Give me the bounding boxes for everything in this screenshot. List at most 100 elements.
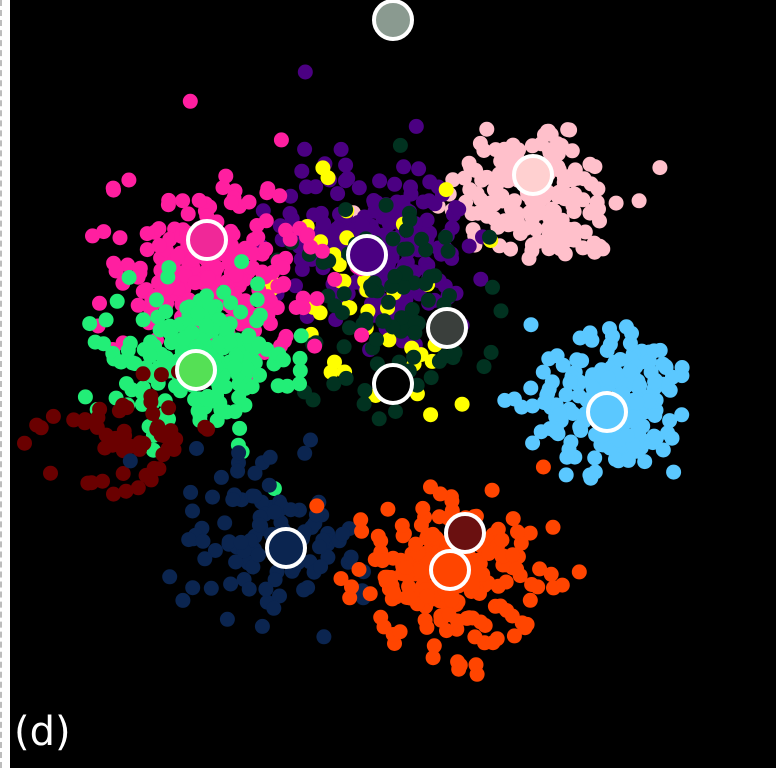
- point-purple: [408, 118, 424, 134]
- point-maroon: [145, 406, 161, 422]
- centroid-purple: [346, 234, 388, 276]
- point-orange: [398, 560, 414, 575]
- point-green: [223, 295, 239, 311]
- point-lightblue: [525, 398, 540, 414]
- point-lightblue: [612, 352, 628, 367]
- point-magenta: [314, 243, 330, 259]
- point-magenta: [278, 222, 294, 238]
- point-lightblue: [637, 454, 653, 470]
- point-green: [292, 363, 308, 379]
- point-navy: [228, 554, 244, 570]
- point-green: [239, 361, 255, 377]
- point-orange: [546, 580, 561, 596]
- point-green: [250, 276, 266, 292]
- point-purple: [316, 215, 332, 231]
- point-magenta: [295, 300, 311, 316]
- point-magenta: [262, 316, 278, 332]
- point-lightblue: [587, 450, 603, 466]
- point-darkgreen: [355, 316, 371, 332]
- point-darkgreen: [338, 202, 354, 218]
- point-magenta: [300, 227, 316, 243]
- point-pink: [486, 196, 502, 212]
- point-orange: [506, 628, 522, 644]
- point-magenta: [160, 197, 176, 213]
- point-magenta: [92, 295, 107, 311]
- point-navy: [258, 581, 274, 597]
- point-darkgreen: [336, 286, 352, 302]
- point-darkgreen: [326, 376, 342, 392]
- point-lightblue: [523, 317, 539, 333]
- point-maroon: [150, 419, 166, 435]
- point-darkgreen: [369, 332, 384, 348]
- point-navy: [197, 551, 213, 567]
- point-green: [142, 348, 158, 364]
- point-pink: [567, 162, 583, 178]
- point-magenta: [218, 168, 234, 184]
- point-pink: [500, 167, 516, 183]
- point-lightblue: [648, 430, 664, 445]
- point-magenta: [258, 241, 274, 257]
- point-orange: [408, 536, 424, 552]
- point-orange: [415, 500, 431, 516]
- point-lightblue: [600, 370, 616, 386]
- point-navy: [245, 559, 261, 575]
- point-maroon: [118, 483, 134, 499]
- point-magenta: [307, 338, 323, 354]
- point-orange: [530, 579, 546, 595]
- point-green: [113, 354, 129, 370]
- point-orange: [485, 635, 501, 651]
- centroids-layer: [175, 0, 628, 591]
- point-lightblue: [664, 430, 680, 446]
- point-orange: [392, 624, 408, 640]
- point-orange: [394, 518, 410, 533]
- point-darkgreen: [395, 279, 411, 295]
- point-pink: [590, 181, 606, 197]
- point-maroon: [200, 421, 216, 437]
- point-orange: [505, 547, 521, 563]
- point-darkgreen: [414, 231, 429, 247]
- point-green: [240, 329, 256, 344]
- point-yellow: [381, 332, 397, 348]
- point-navy: [266, 504, 282, 520]
- point-purple: [451, 201, 467, 217]
- point-navy: [316, 629, 332, 645]
- point-pink: [552, 241, 568, 257]
- point-purple: [473, 271, 489, 287]
- point-pink: [592, 213, 607, 229]
- point-orange: [362, 586, 378, 602]
- point-orange: [411, 563, 427, 579]
- point-lightblue: [646, 343, 662, 359]
- point-darkgreen: [485, 279, 500, 295]
- point-orange: [426, 638, 442, 654]
- point-maroon: [43, 465, 58, 481]
- point-orange: [509, 561, 525, 577]
- point-navy: [343, 549, 359, 565]
- point-purple: [297, 64, 313, 80]
- point-orange: [444, 592, 460, 608]
- point-green: [231, 389, 247, 405]
- point-green: [120, 342, 136, 358]
- point-darkgreen: [338, 370, 354, 386]
- point-navy: [221, 534, 237, 550]
- point-navy: [247, 488, 263, 504]
- point-maroon: [168, 431, 184, 447]
- point-pink: [589, 194, 605, 210]
- point-purple: [422, 174, 438, 190]
- point-orange: [475, 566, 491, 582]
- centroid-navy: [265, 527, 307, 569]
- point-maroon: [135, 366, 151, 382]
- point-navy: [183, 484, 199, 500]
- point-green: [251, 336, 267, 352]
- point-pink: [567, 186, 583, 202]
- point-orange: [545, 519, 561, 535]
- point-maroon: [143, 472, 159, 488]
- point-purple: [411, 161, 427, 177]
- point-green: [292, 350, 308, 366]
- point-yellow: [454, 396, 470, 412]
- centroid-darkgreen: [426, 307, 468, 349]
- point-purple: [387, 176, 403, 192]
- point-darkgreen: [385, 231, 401, 247]
- point-green: [217, 379, 233, 395]
- point-yellow: [423, 407, 439, 423]
- point-green: [135, 312, 151, 328]
